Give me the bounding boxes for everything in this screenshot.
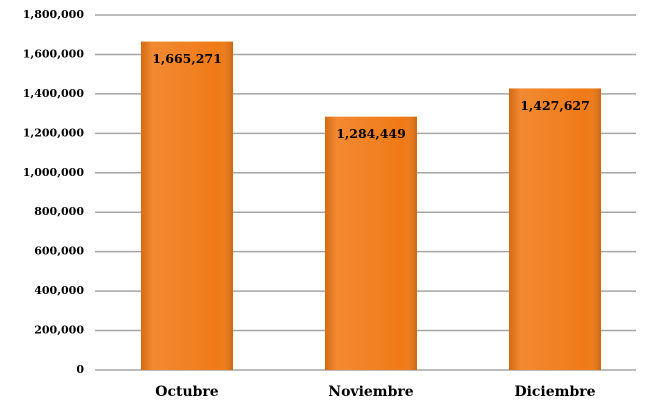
- data-label: 1,427,627: [520, 98, 590, 113]
- y-tick-label: 1,000,000: [23, 166, 85, 179]
- y-tick-label: 600,000: [34, 245, 84, 258]
- bar: [325, 116, 417, 370]
- x-tick-label: Octubre: [155, 384, 219, 400]
- data-label: 1,665,271: [152, 51, 222, 66]
- y-tick-label: 1,400,000: [23, 87, 85, 100]
- y-tick-label: 200,000: [34, 324, 84, 337]
- y-tick-label: 0: [76, 363, 84, 376]
- y-tick-label: 1,800,000: [23, 8, 85, 21]
- y-tick-label: 1,200,000: [23, 126, 85, 139]
- y-tick-label: 800,000: [34, 205, 84, 218]
- y-tick-label: 400,000: [34, 284, 84, 297]
- data-label: 1,284,449: [336, 126, 406, 141]
- x-tick-label: Noviembre: [328, 384, 413, 400]
- y-tick-label: 1,600,000: [23, 47, 85, 60]
- bar: [509, 88, 601, 370]
- bar: [141, 41, 233, 370]
- x-tick-label: Diciembre: [514, 384, 595, 400]
